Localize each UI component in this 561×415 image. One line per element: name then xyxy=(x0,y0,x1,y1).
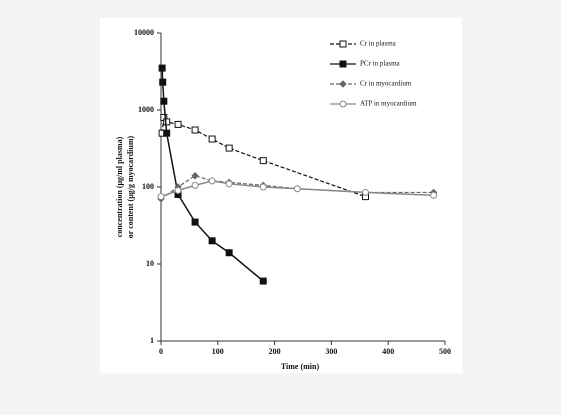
marker xyxy=(225,249,233,257)
marker xyxy=(159,78,167,86)
marker xyxy=(208,237,216,245)
legend-label: Cr in myocardium xyxy=(360,80,412,88)
marker xyxy=(174,187,182,195)
marker xyxy=(160,97,168,105)
marker xyxy=(225,144,233,152)
legend-marker xyxy=(339,100,347,108)
marker xyxy=(259,183,267,191)
marker xyxy=(259,277,267,285)
marker xyxy=(163,118,171,126)
marker xyxy=(293,185,301,193)
marker xyxy=(225,180,233,188)
x-tick-label: 500 xyxy=(439,347,451,356)
y-axis-title: concentration (μg/ml plasma) xyxy=(115,136,124,237)
x-tick-label: 200 xyxy=(269,347,281,356)
y-tick-label: 100 xyxy=(142,182,154,191)
legend-marker xyxy=(339,40,347,48)
marker xyxy=(191,172,199,180)
legend-label: PCr in plasma xyxy=(360,60,401,68)
marker xyxy=(208,177,216,185)
marker xyxy=(259,157,267,165)
figure-panel xyxy=(100,18,462,373)
marker xyxy=(163,129,171,137)
x-tick-label: 300 xyxy=(325,347,337,356)
marker xyxy=(361,188,369,196)
legend-label: Cr in plasma xyxy=(360,40,397,48)
x-tick-label: 400 xyxy=(382,347,394,356)
marker xyxy=(174,120,182,128)
x-tick-label: 0 xyxy=(159,347,163,356)
legend-marker xyxy=(339,60,347,68)
x-axis-title: Time (min) xyxy=(281,362,320,371)
y-axis-title: or content (μg/g myocardium) xyxy=(126,135,135,238)
x-tick-label: 100 xyxy=(212,347,224,356)
marker xyxy=(191,126,199,134)
marker xyxy=(191,218,199,226)
marker xyxy=(191,181,199,189)
y-tick-label: 10000 xyxy=(134,28,154,37)
y-tick-label: 1000 xyxy=(138,105,154,114)
series-line xyxy=(160,175,434,200)
marker xyxy=(157,193,165,201)
marker xyxy=(208,135,216,143)
marker xyxy=(430,191,438,199)
y-tick-label: 10 xyxy=(146,259,154,268)
y-tick-label: 1 xyxy=(150,336,154,345)
legend-label: ATP in myocardium xyxy=(360,100,417,108)
marker xyxy=(158,64,166,72)
legend-marker xyxy=(339,80,347,88)
